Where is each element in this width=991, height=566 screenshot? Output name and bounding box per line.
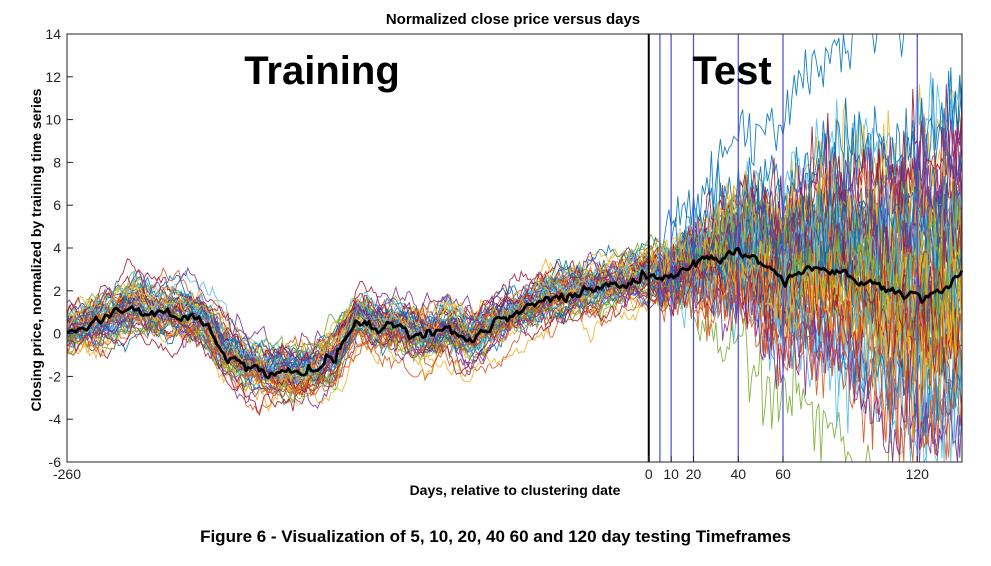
- y-tick-label: 14: [45, 26, 61, 42]
- line-chart: Normalized close price versus days -6-4-…: [28, 11, 964, 498]
- x-tick-label: 60: [775, 466, 791, 482]
- x-tick-label: 40: [730, 466, 746, 482]
- series-line: [66, 262, 963, 463]
- y-tick-label: -6: [49, 454, 62, 470]
- figure-caption: Figure 6 - Visualization of 5, 10, 20, 4…: [200, 527, 791, 546]
- y-tick-label: -4: [49, 411, 62, 427]
- chart-title: Normalized close price versus days: [386, 11, 640, 28]
- x-axis-label: Days, relative to clustering date: [410, 482, 621, 498]
- y-tick-label: 2: [53, 283, 61, 299]
- y-tick-label: 6: [53, 197, 61, 213]
- x-tick-label: 20: [686, 466, 702, 482]
- y-tick-label: 8: [53, 154, 61, 170]
- x-tick-label: 0: [645, 466, 653, 482]
- x-tick-label: 120: [906, 466, 930, 482]
- series-group: [66, 33, 963, 463]
- series-line: [66, 84, 963, 363]
- x-tick-label: 10: [663, 466, 679, 482]
- axes: -6 -4 -2 0 2 4 6 8 10 12 14 -260 0 10 20 40 60 120: [45, 26, 963, 482]
- y-tick-label: -2: [49, 368, 62, 384]
- y-tick-label: 12: [45, 69, 61, 85]
- y-tick-label: 4: [53, 240, 61, 256]
- series-line: [66, 239, 963, 440]
- x-tick-label: -260: [53, 466, 81, 482]
- y-axis-label: Closing price, normalized by training ti…: [28, 88, 44, 411]
- annotation-test: Test: [692, 49, 771, 93]
- test-marker-lines: [659, 34, 918, 462]
- annotation-training: Training: [244, 49, 400, 93]
- y-tick-label: 10: [45, 112, 61, 128]
- y-tick-label: 0: [53, 326, 61, 342]
- mean-series-line: [66, 246, 964, 380]
